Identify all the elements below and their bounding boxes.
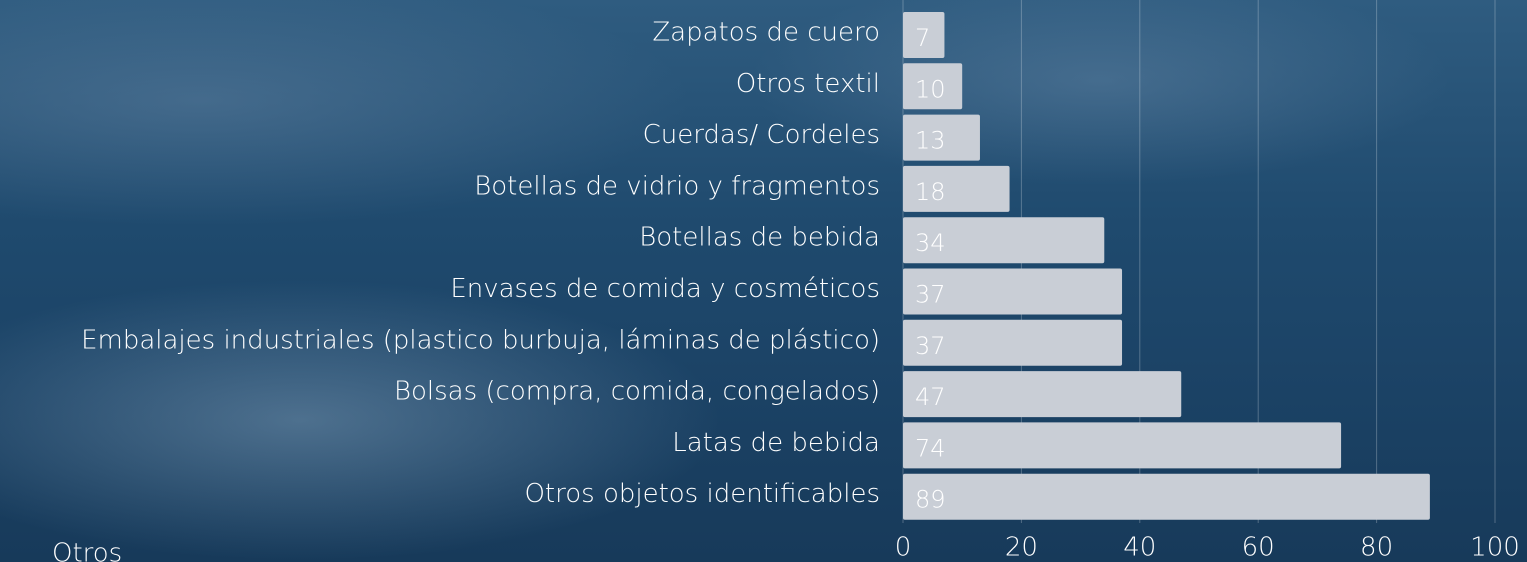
y-tick-label: Envases de comida y cosméticos: [450, 274, 880, 304]
y-tick-label: Zapatos de cuero: [652, 18, 880, 48]
value-label: 89: [915, 486, 946, 514]
value-label: 47: [915, 383, 946, 411]
bar: [903, 319, 1123, 366]
x-tick-label: 60: [1242, 533, 1275, 562]
y-tick-label: Latas de bebida: [672, 428, 880, 458]
y-tick-label: Botellas de vidrio y fragmentos: [474, 171, 880, 201]
value-label: 37: [915, 332, 946, 360]
y-tick-label: Bolsas (compra, comida, congelados): [394, 377, 880, 407]
bar: [903, 473, 1430, 520]
x-tick-label: 0: [895, 533, 912, 562]
value-label: 34: [915, 229, 946, 257]
bar: [903, 165, 1010, 212]
bar: [903, 371, 1182, 418]
x-tick-label: 80: [1360, 533, 1393, 562]
annotation: Otros: [52, 539, 122, 562]
bar: [903, 12, 945, 58]
value-label: 10: [915, 75, 946, 103]
x-tick-label: 20: [1005, 533, 1038, 562]
x-tick-label: 40: [1123, 533, 1156, 562]
bar: [903, 217, 1105, 264]
bar: [903, 63, 963, 110]
value-label: 37: [915, 281, 946, 309]
y-tick-label: Otros textil: [736, 69, 880, 99]
bar: [903, 268, 1123, 315]
y-tick-label: Embalajes industriales (plastico burbuja…: [81, 325, 880, 355]
bar: [903, 422, 1342, 469]
y-tick-label: Botellas de bebida: [639, 223, 880, 253]
value-label: 13: [915, 127, 946, 155]
y-tick-label: Cuerdas/ Cordeles: [643, 120, 880, 150]
value-label: 7: [915, 24, 930, 52]
bar: [903, 114, 980, 161]
value-label: 74: [915, 434, 946, 462]
value-label: 18: [915, 178, 946, 206]
x-tick-label: 100: [1470, 533, 1520, 562]
y-tick-label: Otros objetos identificables: [524, 479, 880, 509]
